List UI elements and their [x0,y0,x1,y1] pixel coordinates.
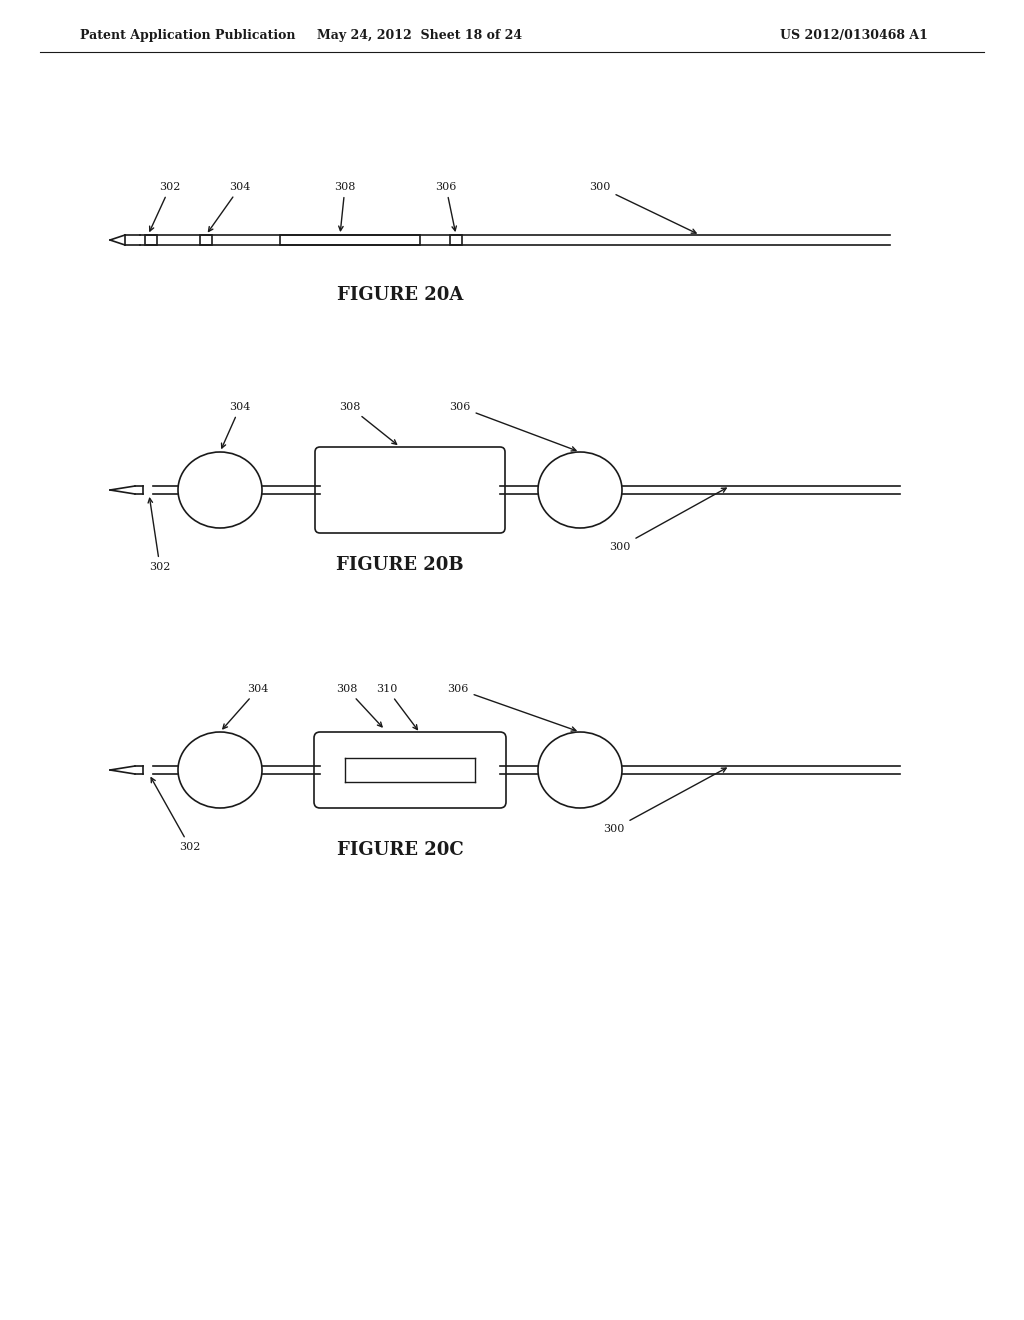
Text: 304: 304 [223,684,268,729]
Text: 308: 308 [339,403,396,445]
Text: 304: 304 [221,403,251,447]
Text: 302: 302 [148,498,171,572]
Text: 304: 304 [209,182,251,231]
Ellipse shape [538,451,622,528]
FancyBboxPatch shape [315,447,505,533]
Ellipse shape [178,733,262,808]
Bar [450,235,462,246]
Bar [145,235,157,246]
Text: FIGURE 20A: FIGURE 20A [337,286,463,304]
Text: FIGURE 20C: FIGURE 20C [337,841,464,859]
Bar [280,235,420,246]
Text: US 2012/0130468 A1: US 2012/0130468 A1 [780,29,928,41]
FancyBboxPatch shape [314,733,506,808]
Text: 300: 300 [590,182,696,234]
Text: 310: 310 [376,684,418,730]
Text: Patent Application Publication: Patent Application Publication [80,29,296,41]
Ellipse shape [538,733,622,808]
Text: 306: 306 [447,684,575,731]
Text: 300: 300 [603,768,726,834]
Text: 306: 306 [435,182,457,231]
Text: May 24, 2012  Sheet 18 of 24: May 24, 2012 Sheet 18 of 24 [317,29,522,41]
Ellipse shape [178,451,262,528]
Text: 300: 300 [609,488,726,552]
Text: 308: 308 [336,684,382,727]
Text: 302: 302 [152,777,201,851]
Bar [200,235,212,246]
Text: 306: 306 [450,403,575,451]
Text: 302: 302 [150,182,180,231]
Text: FIGURE 20B: FIGURE 20B [336,556,464,574]
Text: 308: 308 [334,182,355,231]
